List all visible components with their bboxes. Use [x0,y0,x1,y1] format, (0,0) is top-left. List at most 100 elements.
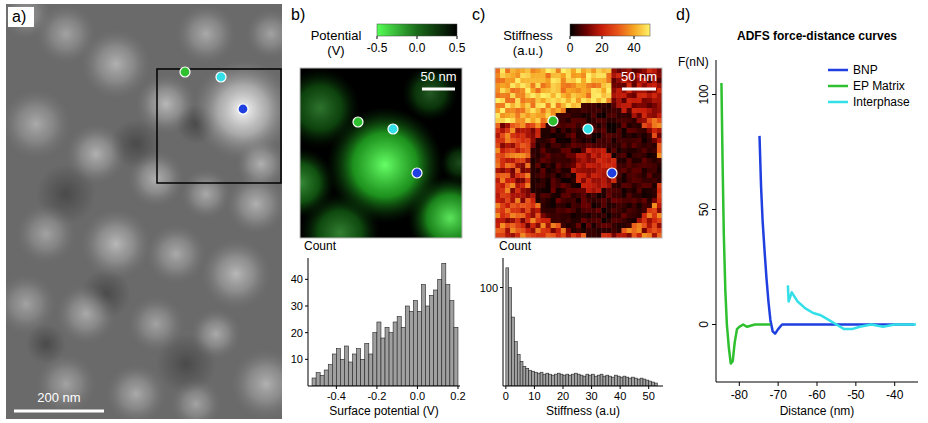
y-tick-label: 30 [291,300,303,312]
stiffness-cell [561,143,566,148]
stiffness-cell [586,218,591,223]
stiffness-cell [500,158,505,163]
stiffness-cell [627,143,632,148]
stiffness-cell [642,128,647,133]
stiffness-cell [601,228,606,233]
stiffness-cell [611,113,616,118]
stiffness-cell [495,178,500,183]
force-curve [721,83,770,364]
stiffness-cell [525,183,530,188]
stiffness-cell [601,198,606,203]
stiffness-cell [530,188,535,193]
stiffness-cell [515,103,520,108]
histogram-bar [532,371,535,386]
stiffness-cell [606,73,611,78]
stiffness-cell [546,73,551,78]
stiffness-cell [495,168,500,173]
stiffness-cell [500,228,505,233]
stiffness-cell [556,78,561,83]
potential-blob [327,107,443,223]
stiffness-cell [495,153,500,158]
stiffness-cell [566,113,571,118]
stiffness-cell [535,148,540,153]
stiffness-cell [622,113,627,118]
stiffness-cell [530,113,535,118]
stiffness-cell [530,128,535,133]
stiffness-cell [647,103,652,108]
stiffness-cell [530,208,535,213]
stiffness-cell [566,118,571,123]
stiffness-cell [581,173,586,178]
stiffness-cell [495,73,500,78]
stiffness-cell [601,223,606,228]
stiffness-cell [520,203,525,208]
stiffness-cell [627,183,632,188]
stiffness-cell [601,118,606,123]
stiffness-cell [596,133,601,138]
stiffness-cell [541,173,546,178]
stiffness-cell [566,178,571,183]
stiffness-cell [581,158,586,163]
stiffness-cell [637,108,642,113]
stiffness-cell [530,168,535,173]
histogram-bar [574,373,577,386]
histogram-bar [417,311,421,386]
stiffness-cell [495,68,500,73]
stiffness-cell [596,158,601,163]
stiffness-cell [561,108,566,113]
stiffness-cell [505,138,510,143]
lines [721,83,916,364]
stiffness-cell [616,213,621,218]
stiffness-cell [556,68,561,73]
stiffness-cell [591,108,596,113]
stiffness-cell [622,148,627,153]
stiffness-cell [657,83,662,88]
stiffness-cell [510,98,515,103]
stiffness-cell [546,188,551,193]
stiffness-cell [652,223,657,228]
stiffness-cell [616,188,621,193]
colorbar-tick-label: 40 [627,41,641,55]
stiffness-cell [591,113,596,118]
stiffness-cell [627,103,632,108]
stiffness-cell [520,98,525,103]
stiffness-cell [627,233,632,238]
stiffness-cell [591,183,596,188]
stiffness-cell [642,198,647,203]
stiffness-cell [495,193,500,198]
stiffness-cell [591,233,596,238]
stiffness-cell [601,208,606,213]
stiffness-cell [601,83,606,88]
stiffness-cell [581,73,586,78]
stiffness-cell [657,193,662,198]
histogram-bar [442,263,446,386]
stiffness-cell [606,93,611,98]
topography-image [6,4,282,419]
stiffness-cell [576,223,581,228]
histogram-bar [597,375,600,386]
stiffness-cell [591,168,596,173]
stiffness-cell [627,193,632,198]
stiffness-cell [652,193,657,198]
stiffness-cell [500,138,505,143]
stiffness-cell [556,188,561,193]
stiffness-cell [566,198,571,203]
stiffness-cell [566,73,571,78]
stiffness-cell [571,218,576,223]
stiffness-cell [546,128,551,133]
stiffness-cell [520,133,525,138]
stiffness-cell [637,178,642,183]
stiffness-cell [611,203,616,208]
stiffness-cell [525,173,530,178]
stiffness-cell [611,83,616,88]
stiffness-cell [642,233,647,238]
stiffness-cell [581,213,586,218]
stiffness-cell [510,68,515,73]
stiffness-cell [541,218,546,223]
x-tick [376,386,377,389]
histogram-bar [537,373,540,386]
stiffness-cell [627,138,632,143]
stiffness-cell [505,198,510,203]
scale-bar [422,88,455,91]
stiffness-cell [530,78,535,83]
